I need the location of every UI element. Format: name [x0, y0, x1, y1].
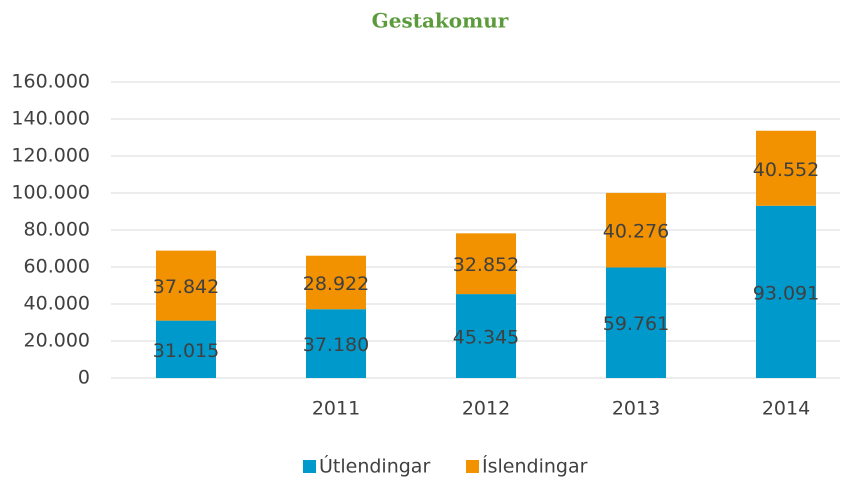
bar-segment	[456, 294, 516, 378]
y-tick-label: 100.000	[11, 182, 90, 204]
y-tick-label: 140.000	[11, 108, 90, 130]
bar-segment	[306, 255, 366, 310]
legend-label: Útlendingar	[319, 454, 430, 478]
y-tick-label: 40.000	[24, 293, 90, 315]
x-tick-label: 2011	[312, 398, 360, 420]
bar-segment	[456, 233, 516, 295]
x-tick-label: 2013	[612, 398, 660, 420]
legend-label: Íslendingar	[482, 455, 588, 478]
data-label: 28.922	[303, 273, 369, 295]
data-label: 37.842	[153, 276, 219, 298]
data-label: 45.345	[453, 327, 519, 349]
data-label: 93.091	[753, 282, 819, 304]
data-label: 40.552	[753, 159, 819, 181]
data-label: 37.180	[303, 334, 369, 356]
x-tick-label: 2012	[462, 398, 510, 420]
bar-segment	[756, 205, 816, 378]
y-tick-label: 60.000	[24, 256, 90, 278]
data-label: 40.276	[603, 221, 669, 243]
y-tick-label: 120.000	[11, 145, 90, 167]
x-tick-label: 2014	[762, 398, 810, 420]
y-tick-label: 80.000	[24, 219, 90, 241]
bar-segment	[606, 267, 666, 378]
bar-segment	[156, 250, 216, 321]
y-tick-label: 0	[78, 367, 90, 389]
data-label: 59.761	[603, 313, 669, 335]
bar-segment	[756, 130, 816, 206]
y-tick-label: 20.000	[24, 330, 90, 352]
chart-title: Gestakomur	[372, 9, 509, 33]
legend-swatch	[466, 460, 479, 473]
bar-segment	[606, 192, 666, 268]
bar-segment	[306, 309, 366, 378]
y-tick-label: 160.000	[11, 71, 90, 93]
data-label: 32.852	[453, 254, 519, 276]
data-label: 31.015	[153, 340, 219, 362]
bar-segment	[156, 320, 216, 378]
legend-swatch	[303, 460, 316, 473]
